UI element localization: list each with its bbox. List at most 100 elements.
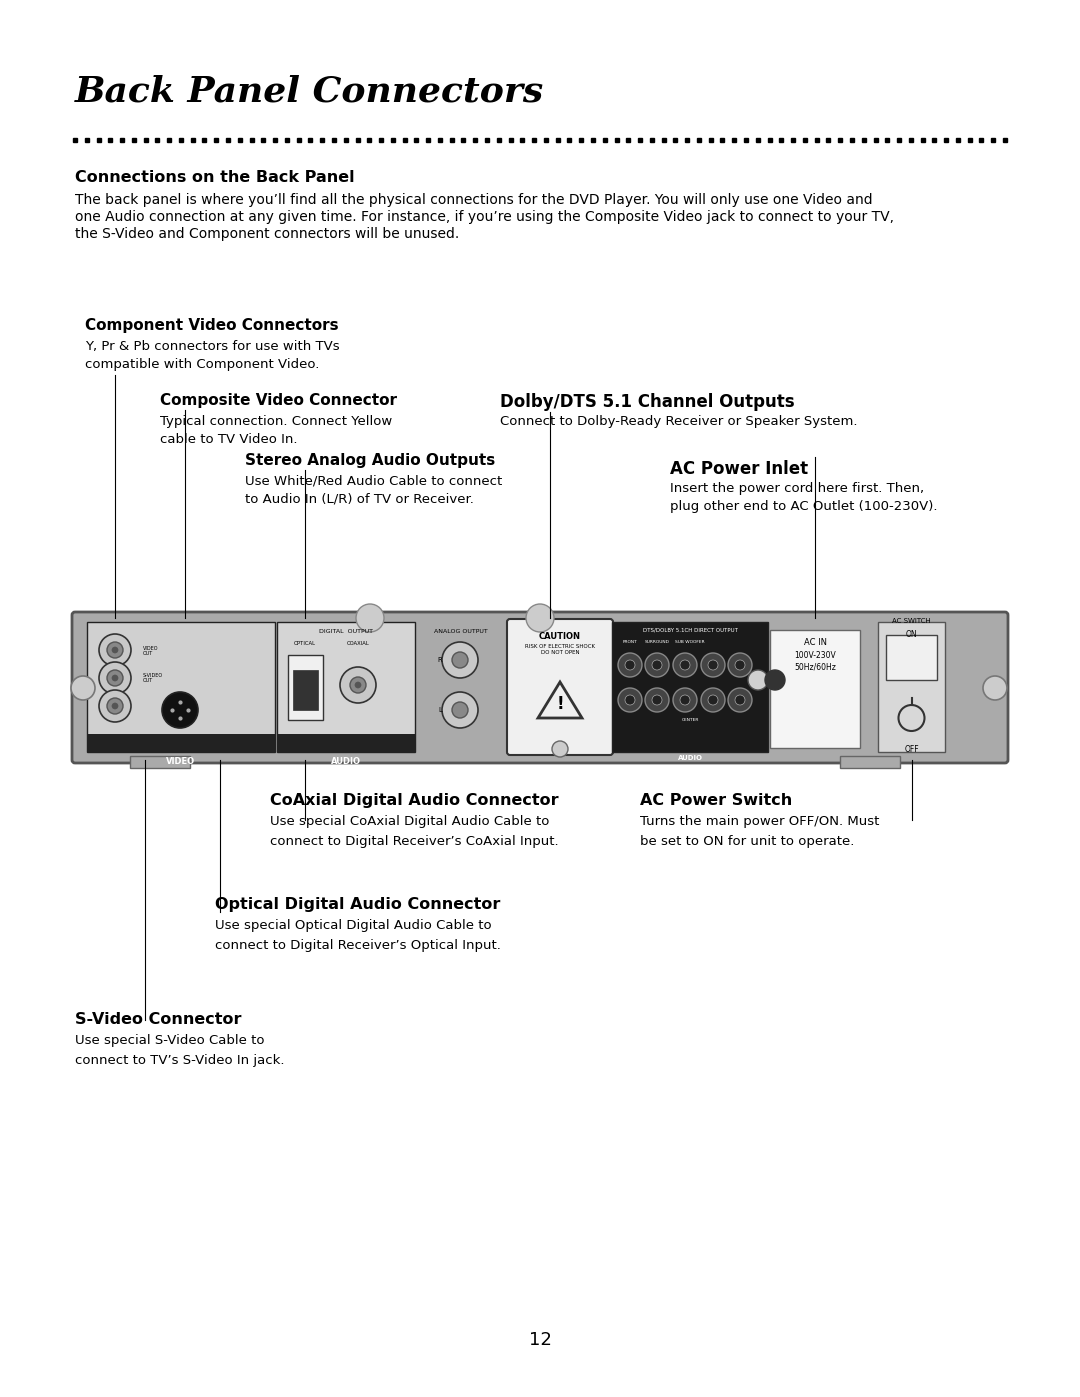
Text: ON: ON [906, 630, 917, 638]
Text: cable to TV Video In.: cable to TV Video In. [160, 433, 297, 446]
Circle shape [107, 643, 123, 658]
Circle shape [645, 687, 669, 712]
Text: connect to TV’s S-Video In jack.: connect to TV’s S-Video In jack. [75, 1053, 284, 1067]
Circle shape [453, 652, 468, 668]
Text: L: L [438, 707, 442, 712]
Circle shape [701, 687, 725, 712]
Text: S-VIDEO
OUT: S-VIDEO OUT [143, 672, 163, 683]
Text: be set to ON for unit to operate.: be set to ON for unit to operate. [640, 835, 854, 848]
Circle shape [728, 652, 752, 678]
Text: AC Power Inlet: AC Power Inlet [670, 460, 808, 478]
Text: connect to Digital Receiver’s Optical Input.: connect to Digital Receiver’s Optical In… [215, 939, 501, 951]
Circle shape [107, 698, 123, 714]
Bar [770, 630, 860, 747]
Circle shape [453, 703, 468, 718]
Text: Connect to Dolby-Ready Receiver or Speaker System.: Connect to Dolby-Ready Receiver or Speak… [500, 415, 858, 427]
Text: Use special S-Video Cable to: Use special S-Video Cable to [75, 1034, 265, 1046]
Text: AUDIO: AUDIO [330, 757, 361, 766]
Text: Component Video Connectors: Component Video Connectors [85, 319, 339, 332]
Circle shape [735, 659, 745, 671]
Circle shape [355, 682, 361, 687]
Circle shape [680, 659, 690, 671]
FancyBboxPatch shape [72, 612, 1008, 763]
Text: VIDEO: VIDEO [166, 757, 195, 766]
Text: connect to Digital Receiver’s CoAxial Input.: connect to Digital Receiver’s CoAxial In… [270, 835, 558, 848]
Bar [276, 733, 415, 752]
Bar [840, 756, 900, 768]
Circle shape [112, 675, 118, 680]
Text: OFF: OFF [904, 745, 919, 754]
Text: Typical connection. Connect Yellow: Typical connection. Connect Yellow [160, 415, 392, 427]
Text: ANALOG OUTPUT: ANALOG OUTPUT [434, 629, 487, 634]
Circle shape [728, 687, 752, 712]
Circle shape [645, 652, 669, 678]
FancyBboxPatch shape [507, 619, 613, 754]
Circle shape [340, 666, 376, 703]
Circle shape [112, 647, 118, 652]
Text: DTS/DOLBY 5.1CH DIRECT OUTPUT: DTS/DOLBY 5.1CH DIRECT OUTPUT [643, 629, 738, 633]
Circle shape [526, 604, 554, 631]
Text: compatible with Component Video.: compatible with Component Video. [85, 358, 320, 372]
Text: the S-Video and Component connectors will be unused.: the S-Video and Component connectors wil… [75, 226, 459, 242]
Circle shape [350, 678, 366, 693]
Circle shape [899, 705, 924, 731]
Circle shape [71, 676, 95, 700]
Text: COAXIAL: COAXIAL [347, 641, 369, 645]
Bar [886, 636, 937, 680]
Circle shape [618, 652, 642, 678]
Text: Use special Optical Digital Audio Cable to: Use special Optical Digital Audio Cable … [215, 919, 491, 932]
Text: AC Power Switch: AC Power Switch [640, 793, 793, 807]
Text: plug other end to AC Outlet (100-230V).: plug other end to AC Outlet (100-230V). [670, 500, 937, 513]
Circle shape [625, 694, 635, 705]
Circle shape [99, 662, 131, 694]
Text: CENTER: CENTER [681, 718, 699, 722]
Bar [878, 622, 945, 752]
Circle shape [356, 604, 384, 631]
Text: Turns the main power OFF/ON. Must: Turns the main power OFF/ON. Must [640, 814, 879, 828]
Text: SURROUND: SURROUND [645, 640, 670, 644]
Bar [293, 671, 318, 710]
Text: VIDEO
OUT: VIDEO OUT [143, 645, 159, 657]
Text: FRONT: FRONT [623, 640, 637, 644]
Circle shape [552, 740, 568, 757]
Text: Back Panel Connectors: Back Panel Connectors [75, 75, 544, 109]
Circle shape [748, 671, 768, 690]
Circle shape [625, 659, 635, 671]
Text: CAUTION: CAUTION [539, 631, 581, 641]
Text: Use White/Red Audio Cable to connect: Use White/Red Audio Cable to connect [245, 475, 502, 488]
Circle shape [765, 671, 785, 690]
Text: Dolby/DTS 5.1 Channel Outputs: Dolby/DTS 5.1 Channel Outputs [500, 393, 795, 411]
Text: one Audio connection at any given time. For instance, if you’re using the Compos: one Audio connection at any given time. … [75, 210, 894, 224]
Text: R: R [437, 657, 443, 664]
Bar [276, 622, 415, 752]
Text: Use special CoAxial Digital Audio Cable to: Use special CoAxial Digital Audio Cable … [270, 814, 550, 828]
Circle shape [680, 694, 690, 705]
Circle shape [442, 643, 478, 678]
Text: 100V-230V: 100V-230V [794, 651, 836, 659]
Circle shape [442, 692, 478, 728]
Bar [87, 733, 275, 752]
Bar [130, 756, 190, 768]
Text: AUDIO: AUDIO [677, 754, 702, 761]
Text: OPTICAL: OPTICAL [294, 641, 316, 645]
Circle shape [112, 703, 118, 710]
Text: 12: 12 [528, 1331, 552, 1350]
Circle shape [708, 659, 718, 671]
Text: 50Hz/60Hz: 50Hz/60Hz [794, 664, 836, 672]
Text: AC SWITCH: AC SWITCH [892, 617, 931, 624]
Circle shape [652, 659, 662, 671]
Circle shape [618, 687, 642, 712]
Circle shape [673, 687, 697, 712]
Text: Stereo Analog Audio Outputs: Stereo Analog Audio Outputs [245, 453, 496, 468]
Circle shape [701, 652, 725, 678]
Text: !: ! [556, 694, 564, 712]
Circle shape [99, 690, 131, 722]
Circle shape [735, 694, 745, 705]
Text: The back panel is where you’ll find all the physical connections for the DVD Pla: The back panel is where you’ll find all … [75, 193, 873, 207]
Bar [612, 622, 768, 752]
Circle shape [162, 692, 198, 728]
Text: S-Video Connector: S-Video Connector [75, 1011, 242, 1027]
Bar [288, 655, 323, 719]
Circle shape [107, 671, 123, 686]
Text: RISK OF ELECTRIC SHOCK
DO NOT OPEN: RISK OF ELECTRIC SHOCK DO NOT OPEN [525, 644, 595, 655]
